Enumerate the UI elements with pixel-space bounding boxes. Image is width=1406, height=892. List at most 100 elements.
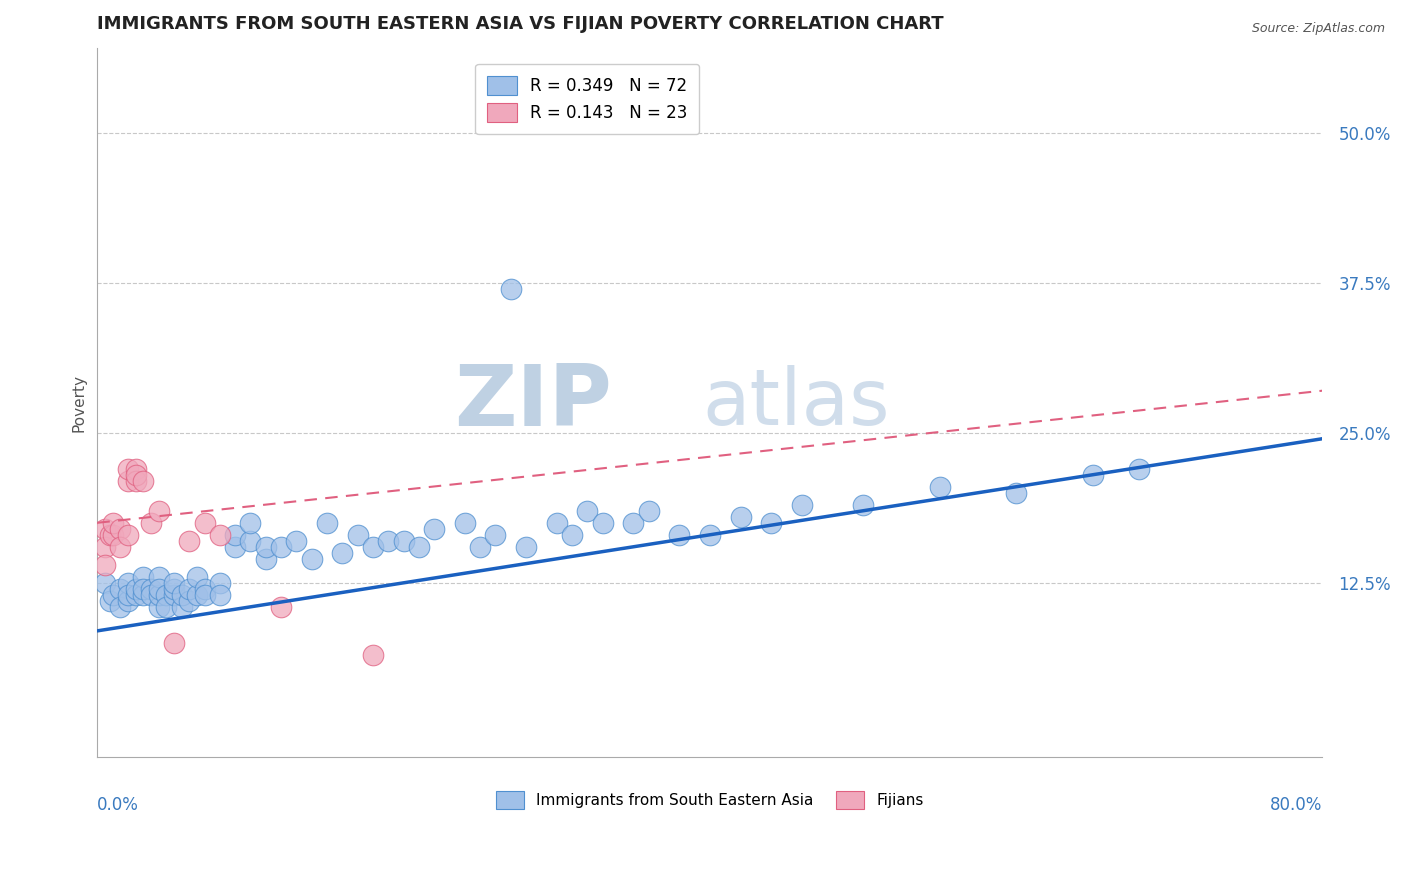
Text: ZIP: ZIP xyxy=(454,361,612,444)
Point xyxy=(254,540,277,554)
Point xyxy=(117,461,139,475)
Point xyxy=(254,551,277,566)
Point xyxy=(148,582,170,596)
Point xyxy=(454,516,477,530)
Point xyxy=(301,551,323,566)
Point xyxy=(346,528,368,542)
Point xyxy=(124,461,146,475)
Point xyxy=(208,575,231,590)
Point xyxy=(139,588,162,602)
Point xyxy=(179,582,201,596)
Point xyxy=(163,636,186,650)
Point xyxy=(179,594,201,608)
Point xyxy=(186,570,208,584)
Point xyxy=(1128,461,1150,475)
Point xyxy=(132,582,155,596)
Point xyxy=(361,540,384,554)
Point xyxy=(98,528,121,542)
Point xyxy=(117,575,139,590)
Point xyxy=(561,528,583,542)
Point xyxy=(224,528,246,542)
Point xyxy=(592,516,614,530)
Point xyxy=(117,594,139,608)
Point xyxy=(163,588,186,602)
Text: 0.0%: 0.0% xyxy=(97,796,139,814)
Point xyxy=(332,546,354,560)
Point xyxy=(124,474,146,488)
Point xyxy=(148,504,170,518)
Point xyxy=(94,558,117,572)
Point xyxy=(270,540,292,554)
Point xyxy=(98,594,121,608)
Point xyxy=(377,533,399,548)
Text: atlas: atlas xyxy=(702,365,890,441)
Point xyxy=(139,582,162,596)
Point xyxy=(759,516,782,530)
Legend: Immigrants from South Eastern Asia, Fijians: Immigrants from South Eastern Asia, Fiji… xyxy=(489,784,931,816)
Point xyxy=(170,588,193,602)
Point xyxy=(193,516,215,530)
Point xyxy=(170,599,193,614)
Point xyxy=(179,533,201,548)
Point xyxy=(94,575,117,590)
Point xyxy=(193,588,215,602)
Point xyxy=(499,282,522,296)
Point xyxy=(110,582,132,596)
Point xyxy=(699,528,721,542)
Point xyxy=(668,528,690,542)
Point xyxy=(110,599,132,614)
Point xyxy=(1005,485,1028,500)
Point xyxy=(576,504,599,518)
Point xyxy=(515,540,537,554)
Point xyxy=(361,648,384,662)
Point xyxy=(110,522,132,536)
Point xyxy=(239,533,262,548)
Point xyxy=(132,570,155,584)
Point xyxy=(117,588,139,602)
Point xyxy=(1081,467,1104,482)
Point xyxy=(224,540,246,554)
Point xyxy=(101,588,124,602)
Point xyxy=(148,599,170,614)
Text: 80.0%: 80.0% xyxy=(1270,796,1323,814)
Point xyxy=(110,540,132,554)
Point xyxy=(546,516,568,530)
Point xyxy=(148,570,170,584)
Point xyxy=(470,540,492,554)
Point xyxy=(239,516,262,530)
Point xyxy=(139,516,162,530)
Point xyxy=(94,540,117,554)
Point xyxy=(208,528,231,542)
Y-axis label: Poverty: Poverty xyxy=(72,374,86,432)
Point xyxy=(790,498,813,512)
Point xyxy=(730,509,752,524)
Point xyxy=(132,474,155,488)
Point xyxy=(316,516,339,530)
Point xyxy=(928,480,950,494)
Point xyxy=(408,540,430,554)
Point xyxy=(124,467,146,482)
Point xyxy=(124,582,146,596)
Point xyxy=(193,582,215,596)
Point xyxy=(124,588,146,602)
Point xyxy=(117,474,139,488)
Point xyxy=(285,533,308,548)
Point xyxy=(392,533,415,548)
Point xyxy=(163,582,186,596)
Point xyxy=(484,528,506,542)
Text: IMMIGRANTS FROM SOUTH EASTERN ASIA VS FIJIAN POVERTY CORRELATION CHART: IMMIGRANTS FROM SOUTH EASTERN ASIA VS FI… xyxy=(97,15,943,33)
Point xyxy=(208,588,231,602)
Point xyxy=(852,498,875,512)
Point xyxy=(155,599,177,614)
Point xyxy=(186,588,208,602)
Point xyxy=(101,528,124,542)
Point xyxy=(163,575,186,590)
Point xyxy=(148,588,170,602)
Point xyxy=(132,588,155,602)
Point xyxy=(101,516,124,530)
Point xyxy=(94,522,117,536)
Point xyxy=(423,522,446,536)
Point xyxy=(155,588,177,602)
Text: Source: ZipAtlas.com: Source: ZipAtlas.com xyxy=(1251,22,1385,36)
Point xyxy=(637,504,659,518)
